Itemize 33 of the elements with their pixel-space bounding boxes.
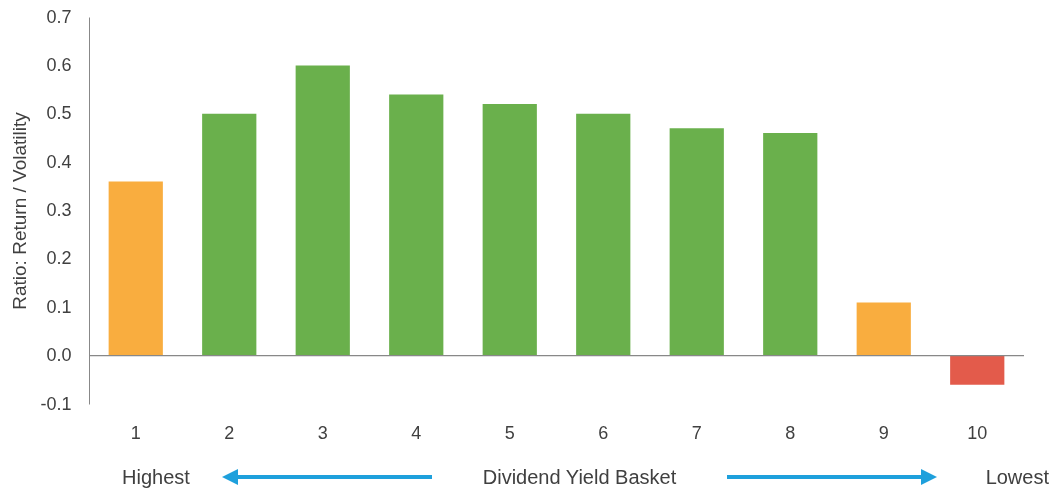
bar <box>669 128 724 356</box>
bar <box>950 355 1005 385</box>
x-tick-label: 3 <box>317 422 328 443</box>
x-tick-label: 10 <box>967 422 988 443</box>
bar <box>482 104 537 356</box>
bar <box>763 133 818 356</box>
y-tick-label: 0.6 <box>46 54 72 75</box>
bar <box>295 65 350 356</box>
x-axis-title: Dividend Yield Basket <box>481 465 678 489</box>
bar <box>108 181 163 356</box>
x-tick-label: 5 <box>504 422 515 443</box>
y-axis-title: Ratio: Return / Volatility <box>9 111 31 310</box>
y-tick-label: -0.1 <box>40 393 72 414</box>
y-tick-label: 0.1 <box>46 296 72 317</box>
x-tick-label: 7 <box>691 422 702 443</box>
text: Highest <box>122 465 191 489</box>
bar <box>576 113 631 356</box>
bar <box>389 94 444 356</box>
x-tick-label: 9 <box>878 422 889 443</box>
y-tick-label: 0.7 <box>46 6 72 27</box>
bar <box>202 113 257 356</box>
x-tick-label: 6 <box>598 422 609 443</box>
y-tick-label: 0.3 <box>46 200 72 220</box>
y-tick-label: 0.2 <box>46 248 72 269</box>
y-tick-label: 0.0 <box>46 345 72 366</box>
bar <box>856 302 911 356</box>
y-tick-label: 0.4 <box>46 151 72 172</box>
text: Lowest <box>984 465 1049 489</box>
x-tick-label: 8 <box>785 422 796 443</box>
x-tick-label: 2 <box>224 422 235 443</box>
y-tick-label: 0.5 <box>46 103 72 124</box>
x-tick-label: 4 <box>411 422 422 443</box>
x-tick-label: 1 <box>130 422 141 443</box>
